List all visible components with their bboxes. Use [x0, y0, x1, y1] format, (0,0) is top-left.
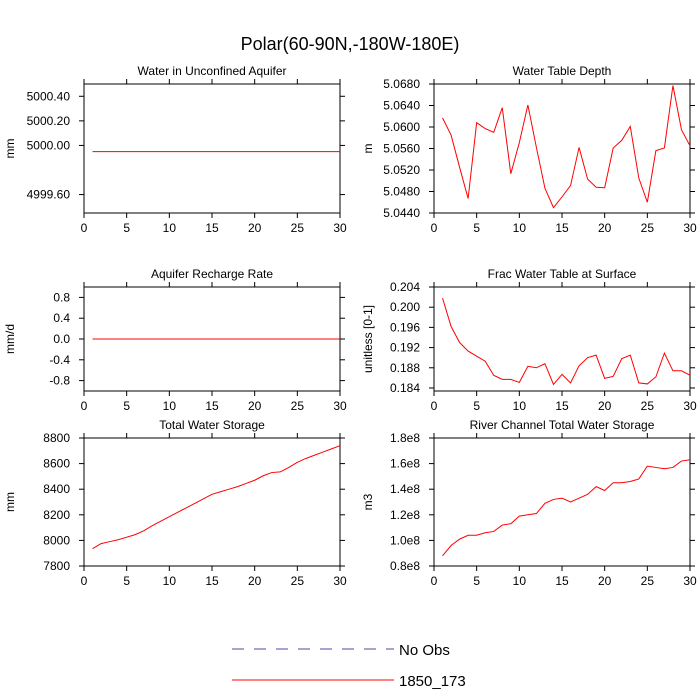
panel-1-ytick-label: 5000.40 — [27, 89, 71, 103]
panel-5-xtick-label: 15 — [205, 574, 219, 588]
panel-4-ytick-label: 0.188 — [390, 361, 420, 375]
panel-4-ytick-label: 0.184 — [390, 381, 420, 395]
panel-5-ytick-label: 8200 — [43, 508, 70, 522]
panel-4-title: Frac Water Table at Surface — [488, 267, 637, 281]
panel-3-ytick-label: 0.4 — [53, 311, 70, 325]
panel-3-ytick-label: 0.0 — [53, 332, 70, 346]
panel-4-ytick-label: 0.204 — [390, 280, 420, 294]
panel-2-ytick-label: 5.0680 — [383, 77, 420, 91]
panel-1-xtick-label: 20 — [248, 221, 262, 235]
panel-4-series-line — [442, 297, 691, 386]
panel-3-title: Aquifer Recharge Rate — [151, 267, 273, 281]
panel-1-xtick-label: 10 — [163, 221, 177, 235]
panel-2-frame — [433, 83, 691, 214]
panel-6-title: River Channel Total Water Storage — [470, 418, 655, 432]
panel-6-xtick-label: 30 — [683, 574, 697, 588]
panel-3-ytick-label: 0.8 — [53, 290, 70, 304]
panel-4-xtick-label: 30 — [683, 399, 697, 413]
panel-2-xtick-label: 30 — [683, 221, 697, 235]
panel-6-ytick-label: 1.4e8 — [390, 482, 420, 496]
panel-5-ylabel: mm — [3, 492, 17, 512]
panel-4-xtick-label: 10 — [513, 399, 527, 413]
panel-6-xtick-label: 10 — [513, 574, 527, 588]
panel-1-ytick-label: 4999.60 — [27, 188, 71, 202]
panel-5-ytick-label: 8800 — [43, 431, 70, 445]
panel-4-ytick-label: 0.196 — [390, 320, 420, 334]
panel-5-series-line — [92, 445, 341, 550]
panel-2-ytick-label: 5.0480 — [383, 185, 420, 199]
panel-1-xtick-label: 25 — [291, 221, 305, 235]
panel-1-xtick-label: 15 — [205, 221, 219, 235]
panel-4-xtick-label: 0 — [431, 399, 438, 413]
panel-6-ytick-label: 1.6e8 — [390, 457, 420, 471]
panel-4-xtick-label: 25 — [641, 399, 655, 413]
panel-1-frame — [83, 83, 341, 214]
panel-3-xtick-label: 10 — [163, 399, 177, 413]
panel-2-xtick-label: 10 — [513, 221, 527, 235]
panel-6-series-line — [442, 459, 691, 557]
panel-6-xtick-label: 20 — [598, 574, 612, 588]
panel-5-xtick-label: 30 — [333, 574, 347, 588]
panel-3-xtick-label: 15 — [205, 399, 219, 413]
panel-2-xtick-label: 0 — [431, 221, 438, 235]
panel-4-frame — [433, 286, 691, 392]
panel-2-title: Water Table Depth — [513, 64, 612, 78]
panel-3-xtick-label: 20 — [248, 399, 262, 413]
panel-4-xtick-label: 15 — [555, 399, 569, 413]
panel-5-ytick-label: 8000 — [43, 533, 70, 547]
panel-6-xtick-label: 15 — [555, 574, 569, 588]
panel-4-xtick-label: 5 — [473, 399, 480, 413]
panel-2-xtick-label: 25 — [641, 221, 655, 235]
panel-2-series-line — [442, 85, 691, 209]
panel-6-xtick-label: 5 — [473, 574, 480, 588]
panel-1-xtick-label: 30 — [333, 221, 347, 235]
panel-6-ytick-label: 1.8e8 — [390, 431, 420, 445]
panel-3-xtick-label: 0 — [81, 399, 88, 413]
panel-2-ylabel: m — [361, 144, 375, 154]
panel-6-ytick-label: 0.8e8 — [390, 559, 420, 573]
panel-2-xtick-label: 15 — [555, 221, 569, 235]
panel-1-ylabel: mm — [3, 139, 17, 159]
panel-6-ytick-label: 1.2e8 — [390, 508, 420, 522]
panel-1-title: Water in Unconfined Aquifer — [138, 64, 287, 78]
panel-2-ytick-label: 5.0440 — [383, 206, 420, 220]
panel-3-xtick-label: 25 — [291, 399, 305, 413]
panel-5-ytick-label: 8600 — [43, 457, 70, 471]
panel-4-ytick-label: 0.200 — [390, 300, 420, 314]
panel-5-ytick-label: 8400 — [43, 482, 70, 496]
panel-1-ytick-label: 5000.00 — [27, 138, 71, 152]
figure-title: Polar(60-90N,-180W-180E) — [240, 34, 460, 54]
panel-2-ytick-label: 5.0560 — [383, 142, 420, 156]
panel-5-xtick-label: 0 — [81, 574, 88, 588]
panel-1-xtick-label: 5 — [123, 221, 130, 235]
panel-6-xtick-label: 0 — [431, 574, 438, 588]
panel-6-ytick-label: 1.0e8 — [390, 533, 420, 547]
panel-3-xtick-label: 5 — [123, 399, 130, 413]
panel-4-xtick-label: 20 — [598, 399, 612, 413]
panel-2-ytick-label: 5.0640 — [383, 99, 420, 113]
panel-3-ytick-label: -0.4 — [49, 353, 70, 367]
panel-2-ytick-label: 5.0600 — [383, 120, 420, 134]
panel-3-ytick-label: -0.8 — [49, 374, 70, 388]
panel-5-title: Total Water Storage — [159, 418, 265, 432]
panel-5-xtick-label: 25 — [291, 574, 305, 588]
panel-2-xtick-label: 5 — [473, 221, 480, 235]
panel-5-xtick-label: 5 — [123, 574, 130, 588]
panel-1-ytick-label: 5000.20 — [27, 114, 71, 128]
panel-3-xtick-label: 30 — [333, 399, 347, 413]
panel-5-xtick-label: 10 — [163, 574, 177, 588]
panel-1-xtick-label: 0 — [81, 221, 88, 235]
panel-5-frame — [83, 437, 341, 567]
panel-5-xtick-label: 20 — [248, 574, 262, 588]
panel-6-xtick-label: 25 — [641, 574, 655, 588]
panel-4-ytick-label: 0.192 — [390, 341, 420, 355]
panel-2-xtick-label: 20 — [598, 221, 612, 235]
panel-6-frame — [433, 437, 691, 567]
panel-5-ytick-label: 7800 — [43, 559, 70, 573]
panel-4-ylabel: unitless [0-1] — [361, 305, 375, 373]
panel-6-ylabel: m3 — [361, 493, 375, 510]
panel-3-ylabel: mm/d — [3, 324, 17, 354]
panel-2-ytick-label: 5.0520 — [383, 163, 420, 177]
